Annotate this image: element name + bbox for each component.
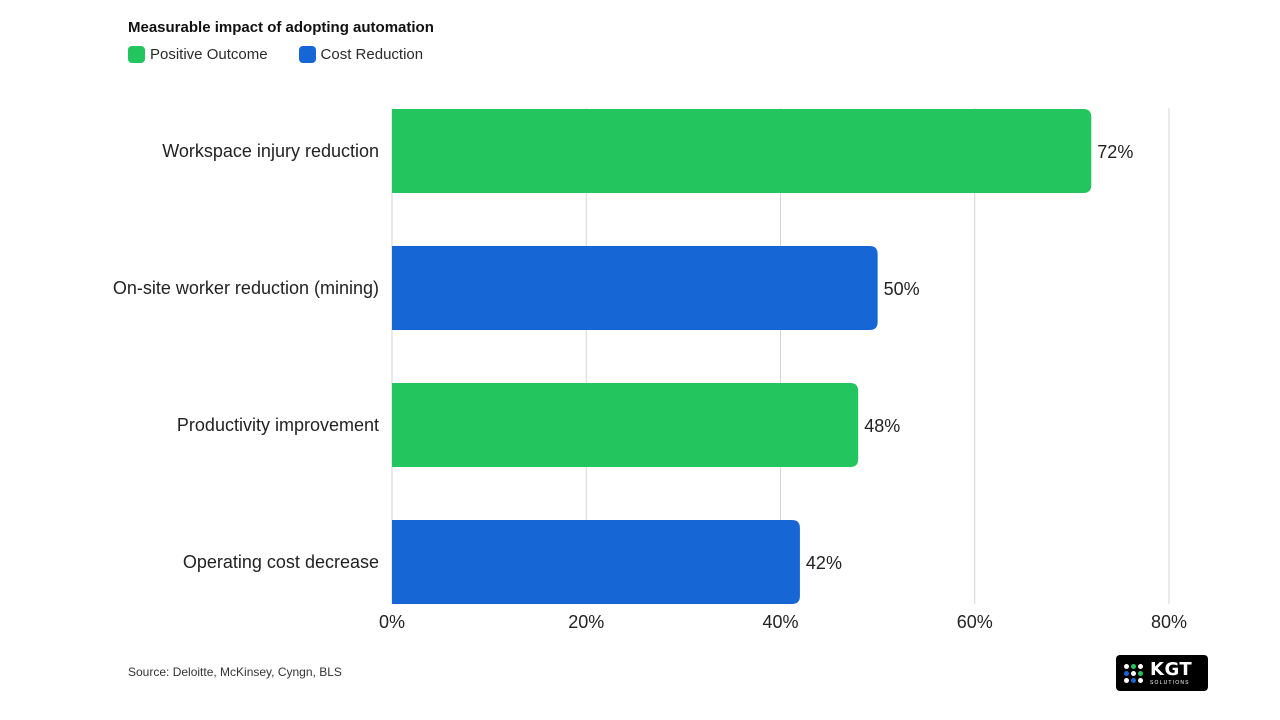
x-tick-label-20: 20% [568,612,604,632]
legend-label-positive-outcome: Positive Outcome [150,46,268,63]
logo-main-text: KGT [1150,658,1193,680]
x-tick-label-80: 80% [1151,612,1187,632]
category-label-1: On-site worker reduction (mining) [113,278,379,298]
category-label-0: Workspace injury reduction [162,141,379,161]
logo-dots-icon [1124,663,1143,683]
legend-swatch-positive-outcome [128,46,145,63]
value-label-2: 48% [864,416,900,436]
x-tick-label-60: 60% [957,612,993,632]
legend-swatch-cost-reduction [298,46,316,63]
category-label-2: Productivity improvement [177,415,379,435]
legend-item-positive-outcome: Positive Outcome [128,46,268,63]
logo-text: KGT SOLUTIONS [1150,658,1193,686]
x-tick-label-0: 0% [379,612,405,632]
legend-label-cost-reduction: Cost Reduction [320,46,424,63]
source-note: Source: Deloitte, McKinsey, Cyngn, BLS [128,665,342,679]
value-label-0: 72% [1097,142,1133,162]
legend: Positive Outcome Cost Reduction [128,46,454,63]
legend-item-cost-reduction: Cost Reduction [298,46,424,63]
logo-sub-text: SOLUTIONS [1150,679,1190,686]
value-label-3: 42% [806,553,842,573]
bar-3 [392,520,800,604]
x-tick-label-40: 40% [762,612,798,632]
bar-2 [392,383,859,467]
category-label-3: Operating cost decrease [183,552,379,572]
value-label-1: 50% [884,279,920,299]
chart-title: Measurable impact of adopting automation [128,19,434,36]
bar-0 [392,109,1092,193]
bar-1 [392,246,878,330]
kgt-logo: KGT SOLUTIONS [1116,655,1208,691]
